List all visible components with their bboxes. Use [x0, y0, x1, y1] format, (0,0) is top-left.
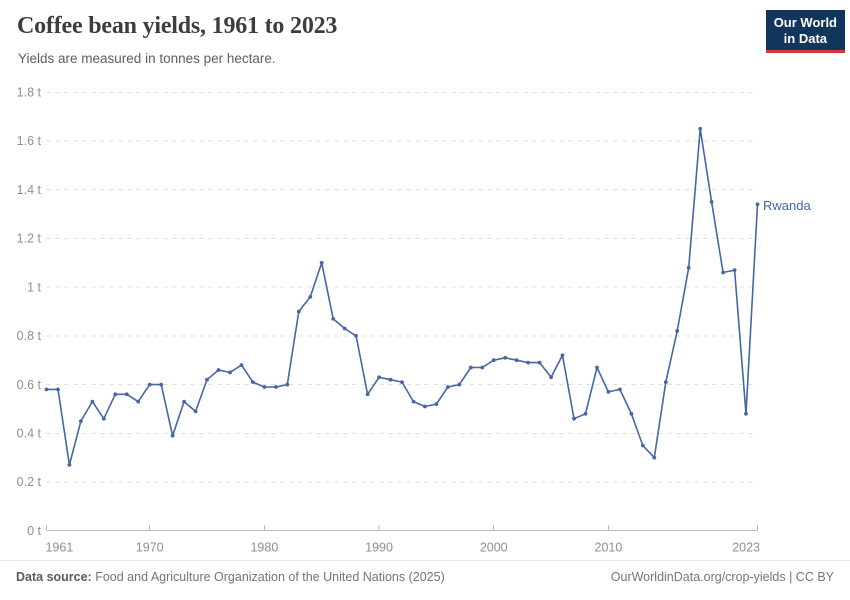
data-point-marker: [434, 402, 439, 406]
y-tick-label: 0.2 t: [17, 475, 42, 489]
data-point-marker: [629, 411, 634, 416]
data-point-marker: [583, 411, 588, 416]
data-point-marker: [652, 455, 657, 460]
data-point-marker: [239, 363, 244, 367]
data-point-marker: [113, 392, 118, 397]
data-point-marker: [503, 355, 508, 360]
data-point-marker: [285, 382, 290, 387]
data-point-marker: [251, 380, 255, 384]
data-point-marker: [44, 387, 49, 392]
logo-text-line1: Our World: [773, 15, 837, 30]
data-point-marker: [365, 392, 370, 397]
data-point-marker: [296, 309, 301, 314]
data-point-marker: [744, 411, 748, 416]
data-point-marker: [686, 265, 691, 270]
data-point-marker: [342, 326, 347, 331]
x-tick-label: 1970: [136, 541, 164, 555]
x-tick-label: 1990: [365, 541, 393, 555]
data-point-marker: [124, 392, 129, 397]
data-point-marker: [606, 390, 611, 394]
logo-text-line2: in Data: [783, 30, 828, 46]
y-tick-label: 1.6 t: [17, 134, 42, 148]
data-point-marker: [468, 365, 473, 370]
data-point-marker: [377, 375, 381, 380]
data-point-marker: [354, 334, 358, 338]
data-point-marker: [457, 382, 462, 387]
series-line: [45, 128, 759, 466]
data-point-marker: [732, 268, 737, 272]
data-source-text: Data source: Food and Agriculture Organi…: [16, 570, 445, 584]
y-tick-label: 0.4 t: [17, 426, 42, 440]
x-tick-label: 1961: [46, 541, 74, 555]
owid-logo[interactable]: Our World in Data: [765, 10, 845, 54]
data-point-marker: [170, 433, 175, 438]
data-source-label: Data source:: [16, 570, 92, 584]
y-tick-label: 0.6 t: [17, 378, 42, 392]
page-title: Coffee bean yields, 1961 to 2023: [17, 13, 338, 39]
data-point-marker: [549, 375, 553, 380]
data-point-marker: [136, 399, 141, 404]
data-point-marker: [274, 385, 278, 389]
data-point-marker: [618, 387, 622, 392]
data-point-marker: [182, 399, 187, 404]
data-point-marker: [640, 443, 645, 448]
data-point-marker: [262, 385, 267, 389]
data-point-marker: [216, 368, 221, 372]
data-point-marker: [480, 365, 485, 370]
y-tick-label: 1.8 t: [17, 86, 42, 100]
data-point-marker: [331, 316, 336, 321]
data-point-marker: [400, 380, 404, 384]
data-point-marker: [193, 409, 198, 414]
data-point-marker: [491, 358, 496, 363]
footer: Data source: Food and Agriculture Organi…: [0, 560, 850, 584]
data-point-marker: [709, 200, 714, 204]
data-point-marker: [147, 382, 152, 387]
data-point-marker: [537, 360, 542, 365]
data-point-marker: [595, 365, 599, 370]
data-point-marker: [663, 380, 668, 384]
data-point-marker: [56, 387, 60, 392]
data-point-marker: [67, 463, 72, 467]
y-tick-label: 1.4 t: [17, 183, 42, 197]
y-tick-label: 1.2 t: [17, 232, 42, 246]
data-point-marker: [446, 385, 450, 389]
data-point-marker: [205, 377, 209, 382]
chart-subtitle: Yields are measured in tonnes per hectar…: [18, 51, 276, 66]
x-tick-label: 2000: [480, 541, 508, 555]
data-point-marker: [159, 382, 164, 387]
data-point-marker: [101, 416, 106, 421]
x-tick-label: 1980: [250, 541, 278, 555]
series-label-rwanda[interactable]: Rwanda: [763, 198, 811, 213]
data-point-marker: [675, 329, 680, 333]
data-point-marker: [308, 295, 313, 299]
y-tick-label: 0.8 t: [17, 329, 42, 343]
x-tick-label: 2023: [732, 541, 760, 555]
data-point-marker: [79, 419, 83, 423]
y-tick-label: 0 t: [27, 524, 41, 538]
data-point-marker: [228, 370, 232, 375]
data-point-marker: [388, 377, 393, 382]
data-point-marker: [526, 360, 530, 365]
data-point-marker: [721, 270, 725, 275]
citation-link[interactable]: OurWorldinData.org/crop-yields | CC BY: [610, 570, 834, 584]
y-tick-label: 1 t: [27, 280, 41, 294]
data-point-marker: [560, 353, 565, 358]
data-point-marker: [698, 126, 703, 131]
data-point-marker: [319, 260, 324, 265]
data-point-marker: [572, 416, 576, 421]
data-point-marker: [423, 404, 427, 409]
data-point-marker: [90, 399, 95, 404]
data-point-marker: [514, 358, 519, 363]
data-point-marker: [755, 202, 760, 207]
data-point-marker: [411, 399, 416, 404]
x-tick-label: 2010: [595, 541, 623, 555]
